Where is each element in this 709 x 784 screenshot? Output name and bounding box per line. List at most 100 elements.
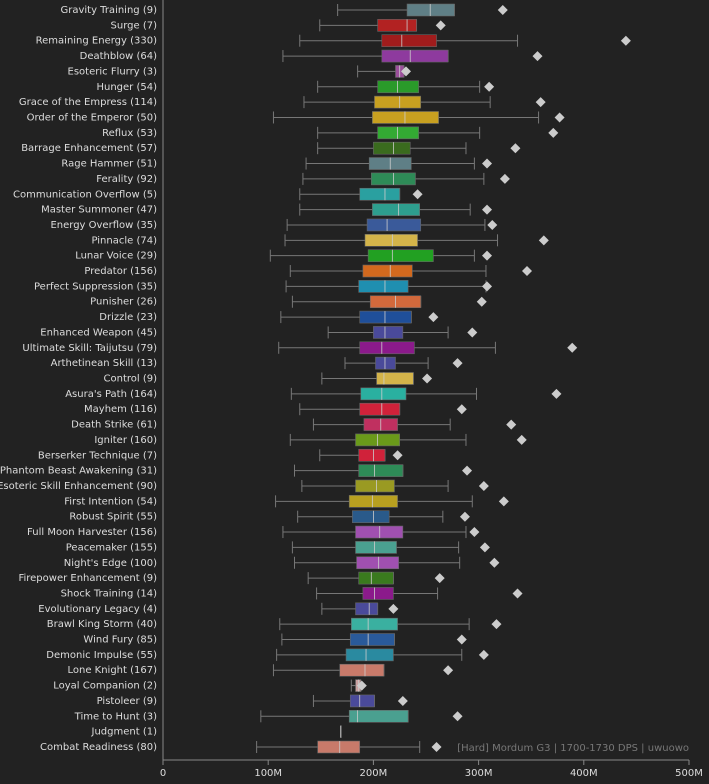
outlier: [548, 127, 559, 138]
y-tick-label: Igniter (160): [94, 435, 157, 446]
box: [359, 310, 412, 324]
y-tick-label: Peacemaker (155): [66, 542, 157, 553]
box: [348, 495, 398, 508]
outlier: [397, 695, 408, 706]
outlier: [401, 66, 412, 77]
box: [373, 326, 404, 339]
outlier: [620, 35, 631, 46]
box: [352, 510, 390, 523]
outlier: [551, 388, 562, 399]
box: [339, 663, 385, 677]
outlier: [422, 373, 433, 384]
y-tick-label: Remaining Energy (330): [36, 36, 157, 47]
y-tick-label: Robust Spirit (55): [69, 512, 157, 523]
outlier: [462, 465, 473, 476]
y-tick-label: Esoteric Skill Enhancement (90): [0, 481, 157, 492]
outlier: [428, 312, 439, 323]
y-tick-label: Wind Fury (85): [83, 635, 157, 646]
box: [373, 141, 411, 155]
box: [374, 95, 422, 109]
outlier: [510, 143, 521, 154]
y-tick-label: Loyal Companion (2): [53, 681, 157, 692]
y-tick-label: Lunar Voice (29): [75, 251, 157, 262]
outlier: [469, 527, 480, 538]
y-tick-label: Berserker Technique (7): [38, 450, 157, 461]
outlier: [478, 649, 489, 660]
x-tick-label: 100M: [254, 768, 282, 779]
outlier: [356, 680, 367, 691]
x-tick-label: 0: [160, 768, 166, 779]
outlier: [516, 434, 527, 445]
box: [358, 448, 386, 462]
y-tick-label: Lone Knight (167): [67, 665, 157, 676]
y-tick-label: Order of the Emperor (50): [27, 112, 157, 123]
y-tick-label: Night's Edge (100): [64, 558, 157, 569]
x-tick-label: 400M: [570, 768, 598, 779]
box: [355, 541, 397, 554]
outlier: [482, 250, 493, 261]
box: [355, 479, 395, 493]
y-tick-label: Deathblow (64): [80, 51, 157, 62]
outlier: [452, 711, 463, 722]
y-tick-label: Demonic Impulse (55): [46, 650, 157, 661]
y-tick-label: Combat Readiness (80): [40, 742, 157, 753]
outlier: [497, 5, 508, 15]
outlier: [482, 158, 493, 169]
box: [377, 80, 419, 94]
x-tick-label: 500M: [675, 768, 703, 779]
y-tick-label: Evolutionary Legacy (4): [38, 604, 157, 615]
y-tick-label: Judgment (1): [91, 727, 158, 738]
y-tick-label: Hunger (54): [96, 82, 157, 93]
outlier: [467, 327, 478, 338]
box: [359, 402, 401, 416]
outlier: [459, 511, 470, 522]
box: [359, 187, 401, 201]
outlier: [499, 173, 510, 184]
box: [356, 556, 399, 570]
outlier: [538, 235, 549, 246]
outlier: [456, 404, 467, 415]
outlier: [388, 603, 399, 614]
outlier: [567, 342, 578, 353]
y-tick-label: Time to Hunt (3): [74, 711, 157, 722]
box: [362, 264, 413, 278]
outlier: [482, 281, 493, 292]
outlier: [431, 742, 442, 752]
y-tick-label: Ferality (92): [96, 174, 157, 185]
y-tick-label: Shock Training (14): [61, 588, 158, 599]
box: [358, 571, 394, 585]
box: [349, 694, 375, 708]
outlier: [476, 296, 487, 307]
outlier: [489, 557, 500, 568]
box: [345, 648, 394, 662]
y-tick-label: Drizzle (23): [99, 312, 157, 323]
y-tick-label: Barrage Enhancement (57): [21, 143, 157, 154]
y-tick-label: Pistoleer (9): [97, 696, 157, 707]
outlier: [512, 588, 523, 599]
outlier: [491, 619, 502, 630]
y-tick-label: Ultimate Skill: Taijutsu (79): [22, 343, 157, 354]
box: [358, 464, 404, 477]
y-tick-label: Surge (7): [111, 20, 158, 31]
y-tick-label: Energy Overflow (35): [50, 220, 157, 231]
box: [381, 49, 449, 63]
y-tick-label: Grace of the Empress (114): [19, 97, 157, 108]
outlier: [521, 266, 532, 277]
box: [372, 111, 439, 124]
y-tick-label: Death Strike (61): [71, 420, 157, 431]
y-tick-label: Perfect Suppression (35): [34, 281, 157, 292]
box: [375, 356, 396, 370]
outlier: [435, 20, 446, 31]
outlier: [487, 219, 498, 230]
box: [362, 587, 394, 600]
y-tick-label: Predator (156): [84, 266, 157, 277]
y-tick-label: Esoteric Flurry (3): [68, 66, 158, 77]
box: [355, 525, 404, 539]
box: [358, 280, 409, 293]
y-tick-label: Asura's Path (164): [65, 389, 157, 400]
y-tick-label: Punisher (26): [90, 297, 157, 308]
y-tick-label: Master Summoner (47): [41, 205, 157, 216]
box: [317, 740, 361, 754]
box: [381, 34, 437, 48]
